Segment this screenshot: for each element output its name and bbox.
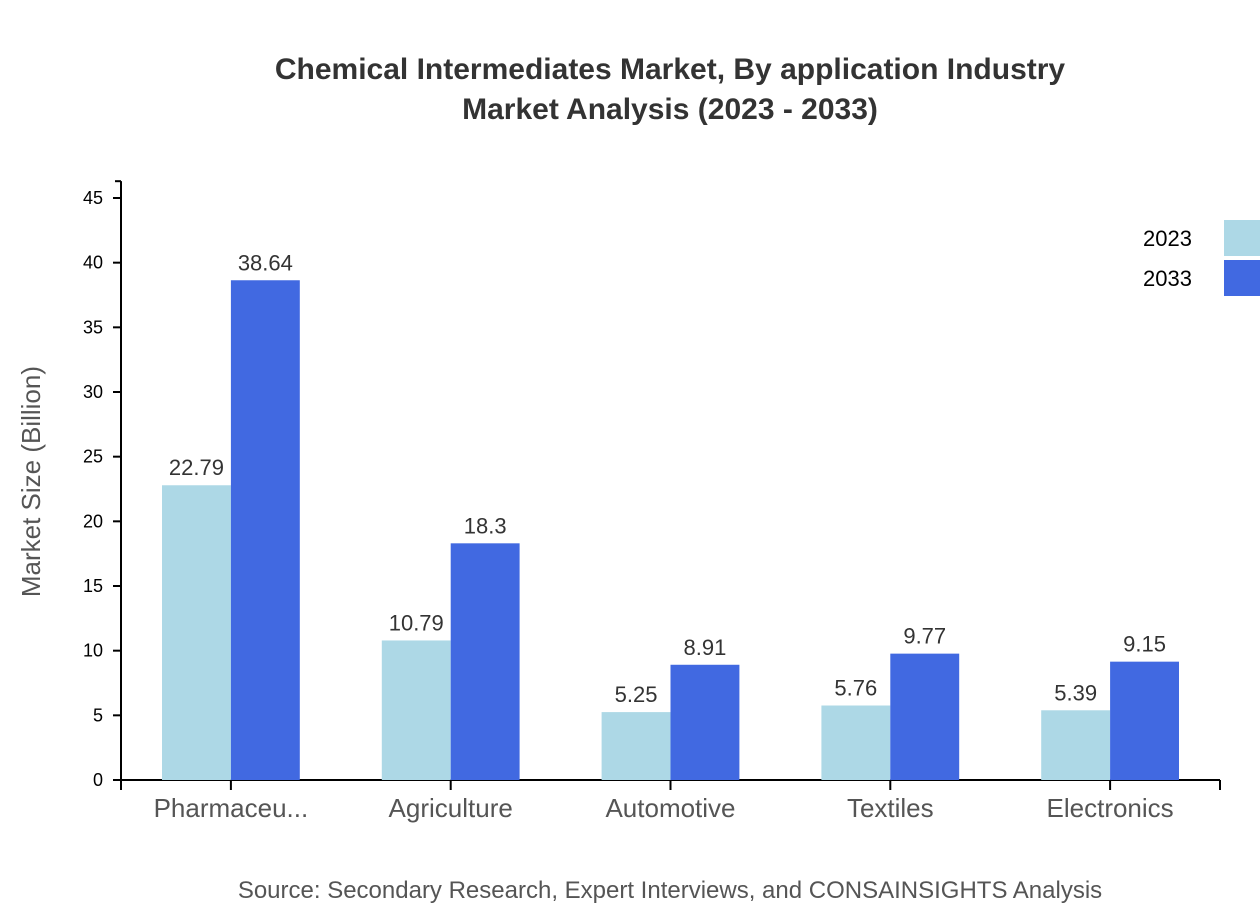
y-tick-label: 15 (83, 576, 103, 596)
x-tick-label: Textiles (847, 793, 934, 823)
bar-2033 (230, 280, 300, 780)
data-label: 5.25 (615, 682, 658, 707)
y-tick-label: 45 (83, 188, 103, 208)
x-tick-label: Pharmaceu... (154, 793, 309, 823)
legend-label: 2023 (1143, 226, 1192, 251)
y-tick-label: 40 (83, 253, 103, 273)
y-tick-label: 10 (83, 641, 103, 661)
y-tick-label: 30 (83, 382, 103, 402)
bar-2023 (1041, 710, 1111, 780)
y-axis-label: Market Size (Billion) (16, 366, 46, 597)
legend-swatch (1224, 260, 1260, 296)
bar-2023 (162, 485, 231, 780)
data-label: 18.3 (464, 513, 507, 538)
legend-label: 2033 (1143, 266, 1192, 291)
y-tick-label: 25 (83, 447, 103, 467)
y-tick-label: 5 (93, 705, 103, 725)
legend-swatch (1224, 220, 1260, 256)
bar-2033 (450, 543, 520, 780)
data-label: 10.79 (389, 610, 444, 635)
x-tick-label: Electronics (1047, 793, 1174, 823)
data-label: 9.15 (1123, 632, 1166, 657)
y-tick-label: 35 (83, 317, 103, 337)
bar-2033 (1110, 661, 1179, 780)
bar-2023 (601, 712, 671, 780)
data-label: 38.64 (238, 250, 293, 275)
data-label: 5.39 (1054, 680, 1097, 705)
data-label: 8.91 (684, 635, 727, 660)
bar-2033 (890, 653, 960, 780)
chart-title: Chemical Intermediates Market, By applic… (274, 53, 1066, 86)
bar-2023 (821, 705, 891, 780)
data-label: 22.79 (169, 455, 224, 480)
chart-subtitle: Market Analysis (2023 - 2033) (462, 93, 878, 126)
y-tick-label: 0 (93, 770, 103, 790)
bar-2023 (381, 640, 451, 780)
y-tick-label: 20 (83, 511, 103, 531)
source-note: Source: Secondary Research, Expert Inter… (237, 877, 1103, 904)
x-tick-label: Agriculture (389, 793, 513, 823)
data-label: 9.77 (903, 624, 946, 649)
x-tick-label: Automotive (605, 793, 735, 823)
data-label: 5.76 (834, 676, 877, 701)
bar-2033 (670, 664, 740, 780)
